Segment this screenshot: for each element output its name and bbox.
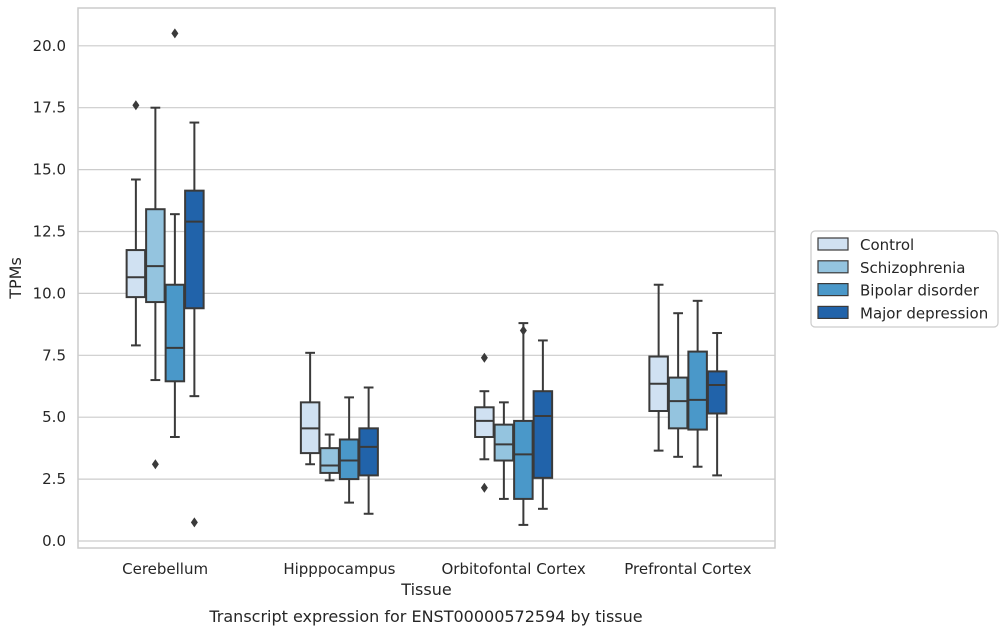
box-body bbox=[358, 427, 379, 477]
box-body bbox=[184, 189, 205, 310]
box-3-0 bbox=[184, 121, 205, 528]
boxes bbox=[125, 28, 728, 528]
outlier-point bbox=[480, 352, 488, 363]
box-0-0 bbox=[125, 100, 147, 347]
y-axis: 0.0 2.5 5.0 7.5 10.0 12.5 15.0 17.5 20.0 bbox=[33, 37, 66, 550]
y-tick-label: 5.0 bbox=[42, 408, 66, 426]
legend-swatch bbox=[817, 305, 849, 319]
outlier-point bbox=[190, 517, 198, 528]
box-body bbox=[474, 406, 495, 439]
legend-label: Control bbox=[860, 236, 914, 254]
x-tick-label: Cerebellum bbox=[122, 560, 208, 578]
legend-swatch bbox=[817, 283, 849, 297]
box-2-3 bbox=[687, 299, 708, 468]
legend-label: Bipolar disorder bbox=[860, 282, 980, 300]
box-0-3 bbox=[648, 283, 669, 452]
outlier-point bbox=[480, 482, 488, 493]
box-body bbox=[145, 208, 166, 304]
outlier-point bbox=[132, 100, 140, 111]
outlier-point bbox=[171, 28, 179, 39]
box-body bbox=[706, 370, 728, 415]
legend-label: Schizophrenia bbox=[860, 259, 965, 277]
x-tick-label: Prefrontal Cortex bbox=[624, 560, 751, 578]
y-tick-label: 20.0 bbox=[33, 37, 66, 55]
y-tick-label: 17.5 bbox=[33, 99, 66, 117]
box-0-2 bbox=[474, 352, 495, 493]
box-2-0 bbox=[164, 28, 186, 439]
y-tick-label: 10.0 bbox=[33, 284, 66, 302]
outlier-point bbox=[519, 325, 527, 336]
legend-frame bbox=[810, 230, 999, 328]
box-3-1 bbox=[358, 386, 379, 515]
box-body bbox=[338, 438, 360, 481]
box-body bbox=[667, 376, 689, 430]
box-body bbox=[493, 423, 515, 462]
y-tick-label: 0.0 bbox=[42, 532, 66, 550]
outlier-point bbox=[151, 459, 159, 470]
y-axis-label: TPMs bbox=[6, 257, 25, 300]
box-body bbox=[125, 249, 147, 299]
x-tick-label: Hipppocampus bbox=[283, 560, 395, 578]
y-tick-label: 12.5 bbox=[33, 223, 66, 241]
y-tick-label: 2.5 bbox=[42, 470, 66, 488]
legend-swatch bbox=[817, 260, 849, 274]
legend-label: Major depression bbox=[860, 304, 988, 322]
box-3-2 bbox=[532, 339, 554, 510]
legend: Control Schizophrenia Bipolar disorder Majo… bbox=[810, 230, 999, 328]
y-tick-label: 15.0 bbox=[33, 161, 66, 179]
x-tick-label: Orbitofontal Cortex bbox=[442, 560, 586, 578]
box-0-1 bbox=[299, 351, 321, 466]
y-tick-label: 7.5 bbox=[42, 346, 66, 364]
box-2-2 bbox=[513, 322, 534, 526]
box-body bbox=[532, 390, 554, 479]
legend-swatch bbox=[817, 237, 849, 251]
box-body bbox=[164, 283, 186, 383]
box-1-3 bbox=[667, 312, 689, 458]
chart-caption: Transcript expression for ENST0000057259… bbox=[208, 607, 642, 626]
x-axis-label: Tissue bbox=[400, 580, 451, 599]
box-body bbox=[513, 419, 534, 500]
plot-frame bbox=[77, 7, 776, 549]
x-axis: Cerebellum Hipppocampus Orbitofontal Corte… bbox=[122, 560, 751, 578]
box-1-2 bbox=[493, 401, 515, 500]
box-3-3 bbox=[706, 332, 728, 477]
box-body bbox=[319, 447, 340, 474]
box-1-0 bbox=[145, 106, 166, 470]
box-body bbox=[687, 350, 708, 431]
